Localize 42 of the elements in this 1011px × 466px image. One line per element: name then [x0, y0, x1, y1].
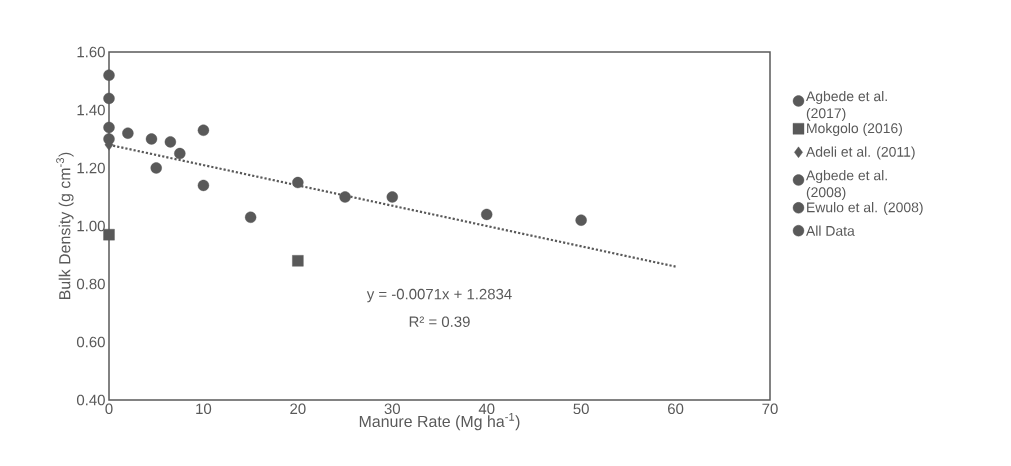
- y-tick-label: 0.40: [76, 394, 105, 406]
- point: [386, 191, 398, 203]
- x-tick-label: 0: [105, 403, 113, 415]
- y-tick-label: 1.40: [77, 104, 105, 116]
- y-tick-label: 1.20: [77, 162, 105, 174]
- y-tick-label: 1.00: [77, 220, 105, 232]
- point: [103, 229, 115, 241]
- point: [292, 176, 304, 189]
- annotation: R² = 0.39: [409, 316, 470, 327]
- x-tick-label: 30: [384, 403, 400, 415]
- x-tick-label: 60: [668, 403, 684, 415]
- legend-label: Agbede et al. (2017): [806, 90, 887, 121]
- point: [164, 136, 177, 148]
- point: [174, 147, 186, 160]
- point: [339, 191, 351, 203]
- point: [103, 121, 115, 134]
- y-tick-label: 0.80: [76, 278, 105, 290]
- point: [103, 92, 115, 105]
- x-tick-label: 10: [196, 403, 212, 415]
- point: [481, 208, 493, 221]
- point: [575, 214, 587, 226]
- point: [197, 179, 210, 192]
- x-tick-label: 50: [573, 403, 589, 415]
- x-tick-label: 70: [762, 403, 778, 415]
- legend-label: Agbede et al. (2008): [806, 170, 887, 200]
- annotation: y = -0.0071x + 1.2834: [366, 288, 512, 303]
- x-tick-label: 40: [478, 403, 495, 415]
- point: [103, 69, 115, 81]
- legend-label: Ewulo et al. (2008): [807, 202, 923, 216]
- legend-label: All Data: [806, 225, 855, 236]
- y-axis-title: Bulk Density (g cm$^{-3}$): [56, 152, 74, 299]
- legend-label: Adeli et al. (2011): [806, 146, 915, 160]
- point: [197, 124, 210, 136]
- y-tick-label: 1.60: [77, 46, 105, 58]
- point: [244, 211, 257, 223]
- point: [122, 127, 134, 139]
- point: [292, 255, 304, 267]
- legend-label: Mokgolo (2016): [807, 122, 902, 136]
- point: [150, 162, 162, 174]
- x-tick-label: 20: [290, 403, 306, 415]
- point: [145, 133, 158, 145]
- y-tick-label: 0.60: [76, 336, 105, 348]
